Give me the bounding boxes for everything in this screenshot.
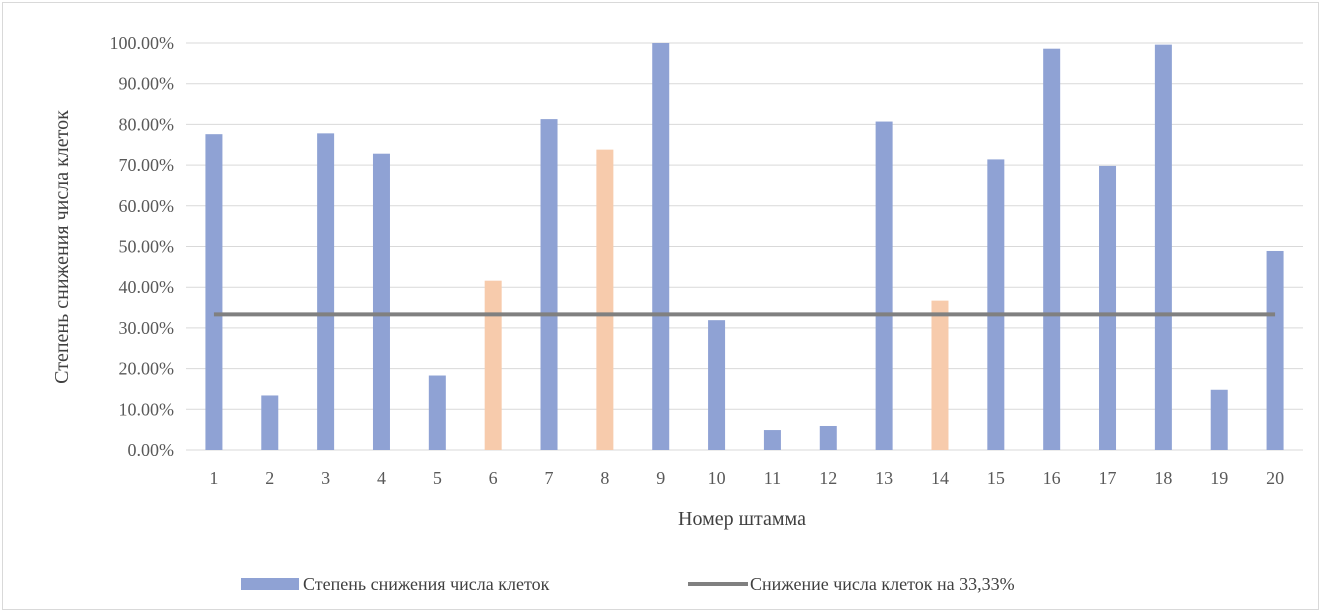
x-tick-label: 6 [489,468,498,488]
legend-swatch-bars [241,578,299,590]
bar [1099,165,1117,450]
x-tick-label: 17 [1099,468,1117,488]
y-tick-label: 0.00% [128,440,175,460]
bar [875,121,893,451]
x-tick-label: 14 [931,468,949,488]
bar [1266,250,1284,450]
x-tick-label: 19 [1210,468,1228,488]
bar [540,119,558,450]
x-tick-label: 15 [987,468,1005,488]
bars [205,43,1284,451]
bar [372,153,390,451]
bar [819,425,837,450]
y-tick-label: 60.00% [119,196,175,216]
bar [428,375,446,450]
x-tick-label: 7 [545,468,554,488]
bar [987,159,1005,451]
x-tick-label: 2 [265,468,274,488]
y-axis-title: Степень снижения числа клеток [51,110,73,384]
y-tick-label: 10.00% [119,399,175,419]
x-tick-label: 20 [1266,468,1284,488]
bar [1154,44,1172,451]
gridlines [186,42,1303,451]
legend: Степень снижения числа клеток Снижение ч… [241,574,1015,594]
bar [205,134,223,450]
y-tick-labels: 0.00% 10.00% 20.00% 30.00% 40.00% 50.00% 60.00… [110,33,175,460]
legend-label-bars: Степень снижения числа клеток [303,574,550,594]
bar [1210,389,1228,450]
y-tick-label: 40.00% [119,277,175,297]
x-tick-label: 10 [708,468,726,488]
y-tick-label: 90.00% [119,74,175,94]
y-tick-label: 70.00% [119,155,175,175]
bar [1043,48,1061,450]
x-tick-label: 8 [600,468,609,488]
x-axis-title: Номер штамма [678,508,806,530]
legend-label-line: Снижение числа клеток на 33,33% [750,574,1015,594]
x-tick-label: 1 [209,468,218,488]
bar [763,430,781,450]
bar [596,149,614,450]
x-tick-label: 5 [433,468,442,488]
x-tick-label: 18 [1154,468,1172,488]
bar [317,133,335,450]
x-tick-label: 13 [875,468,893,488]
bar [484,280,502,450]
y-tick-label: 20.00% [119,359,175,379]
bar [931,300,949,450]
x-tick-label: 4 [377,468,386,488]
bar [652,43,670,450]
x-tick-label: 16 [1043,468,1061,488]
x-tick-labels: 1 2 3 4 5 6 7 8 9 10 11 12 13 14 15 16 17 18 19 20 [209,468,1284,488]
x-tick-label: 9 [656,468,665,488]
x-tick-label: 3 [321,468,330,488]
x-tick-label: 12 [819,468,837,488]
y-tick-label: 50.00% [119,237,175,257]
bar [261,395,279,450]
y-tick-label: 30.00% [119,318,175,338]
y-tick-label: 100.00% [110,33,175,53]
y-tick-label: 80.00% [119,114,175,134]
bar [708,320,726,450]
x-tick-label: 11 [764,468,781,488]
